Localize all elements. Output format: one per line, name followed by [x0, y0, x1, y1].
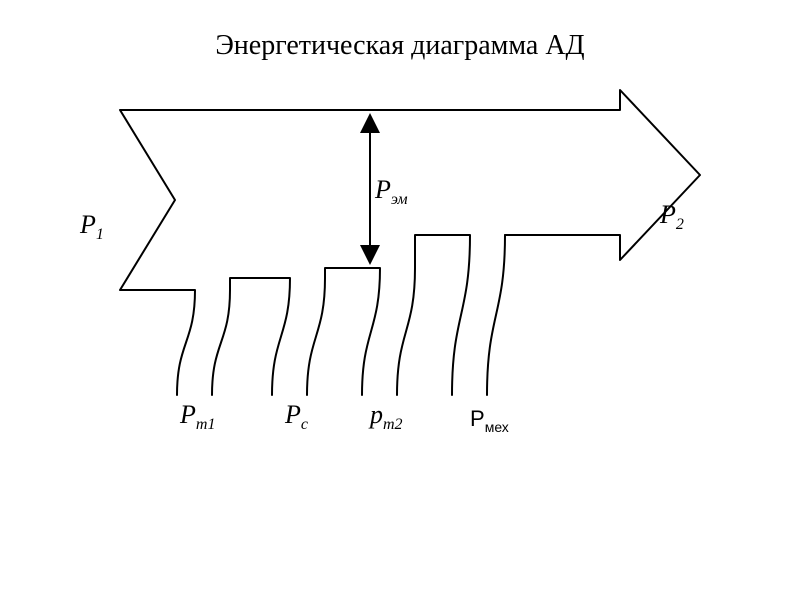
label-pm2: pm2 [370, 400, 403, 434]
energy-diagram-svg [0, 0, 800, 600]
label-p1: P1 [80, 210, 104, 244]
label-pmex: Рмех [470, 403, 509, 435]
label-pc: Pс [285, 400, 308, 434]
label-pm1: Pm1 [180, 400, 215, 434]
label-p2: P2 [660, 200, 684, 234]
label-pem: Pэм [375, 175, 408, 209]
